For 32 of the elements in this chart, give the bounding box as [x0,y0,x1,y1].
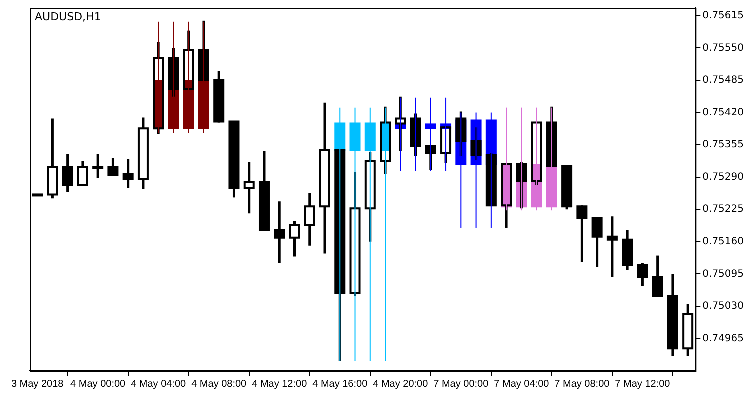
y-tick-label: 0.75355 [702,140,744,151]
candlestick [320,102,331,256]
candlestick [304,192,316,248]
candlestick [364,107,376,362]
x-tick-label: 4 May 00:00 [70,378,126,390]
x-tick-label: 7 May 08:00 [554,378,610,390]
candlestick [47,117,58,200]
chart-title: AUDUSD,H1 [35,10,102,24]
x-tick-label: 4 May 08:00 [192,378,248,390]
x-tick-label: 4 May 12:00 [252,378,308,390]
candlestick [289,220,300,258]
y-tick-label: 0.75485 [702,75,744,86]
x-tick-label: 7 May 04:00 [494,378,550,390]
candlestick [138,116,149,190]
y-tick-label: 0.75420 [702,107,744,118]
x-tick-label: 4 May 20:00 [373,378,429,390]
y-tick-label: 0.75030 [702,301,744,312]
y-tick-label: 0.75225 [702,204,744,216]
y-tick-label: 0.75290 [702,172,744,183]
y-tick-label: 0.74965 [702,333,744,344]
x-tick-label: 4 May 04:00 [131,378,187,390]
y-tick-label: 0.75095 [702,268,744,280]
x-tick-label: 3 May 2018 [11,378,64,390]
y-tick-label: 0.75550 [702,42,744,54]
candlestick [244,161,255,215]
y-tick-label: 0.75615 [702,10,744,22]
candlestick [92,152,104,180]
candlestick [350,107,361,362]
x-tick-label: 7 May 00:00 [434,378,490,390]
y-tick-label: 0.75160 [702,236,744,248]
x-tick-label: 7 May 12:00 [615,378,671,390]
x-tick-label: 4 May 16:00 [312,378,368,390]
